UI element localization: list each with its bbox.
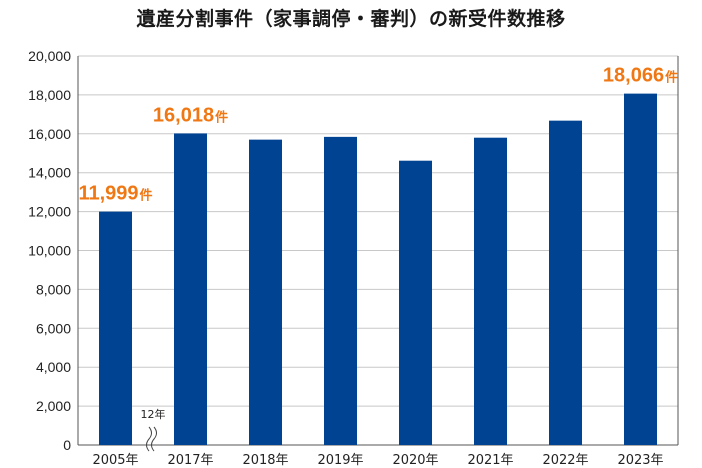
bar	[249, 139, 282, 445]
y-tick-label: 20,000	[28, 48, 71, 64]
data-label: 16,018件	[153, 104, 228, 126]
x-tick-label: 2018年	[242, 453, 288, 468]
bar	[549, 120, 582, 446]
data-label: 11,999件	[78, 183, 152, 205]
y-tick-label: 4,000	[36, 359, 71, 375]
y-tick-label: 6,000	[36, 320, 71, 336]
bar	[324, 136, 357, 445]
chart-title: 遺産分割事件（家事調停・審判）の新受件数推移	[136, 8, 566, 30]
axis-break-mark	[151, 426, 157, 452]
y-tick-label: 16,000	[28, 126, 71, 142]
x-tick-label: 2020年	[392, 453, 438, 468]
axis-break-mark	[146, 426, 152, 452]
y-tick-label: 10,000	[28, 243, 71, 259]
y-tick-label: 2,000	[36, 398, 71, 414]
y-tick-label: 0	[63, 437, 71, 453]
bar	[174, 133, 207, 446]
bar	[624, 93, 657, 445]
x-tick-label: 2023年	[617, 453, 663, 468]
x-tick-label: 2005年	[92, 453, 138, 468]
y-tick-label: 12,000	[28, 204, 71, 220]
data-label: 18,066件	[603, 65, 678, 87]
x-tick-label: 2019年	[317, 453, 363, 468]
bar	[99, 211, 132, 445]
y-tick-label: 18,000	[28, 87, 71, 103]
y-tick-label: 8,000	[36, 281, 71, 297]
x-tick-label: 2017年	[167, 453, 213, 468]
bar	[474, 137, 507, 445]
x-tick-label: 2022年	[542, 453, 588, 468]
x-tick-label: 2021年	[467, 453, 513, 468]
axis-break-label: 12年	[141, 407, 166, 421]
bar	[399, 160, 432, 446]
y-tick-label: 14,000	[28, 165, 71, 181]
